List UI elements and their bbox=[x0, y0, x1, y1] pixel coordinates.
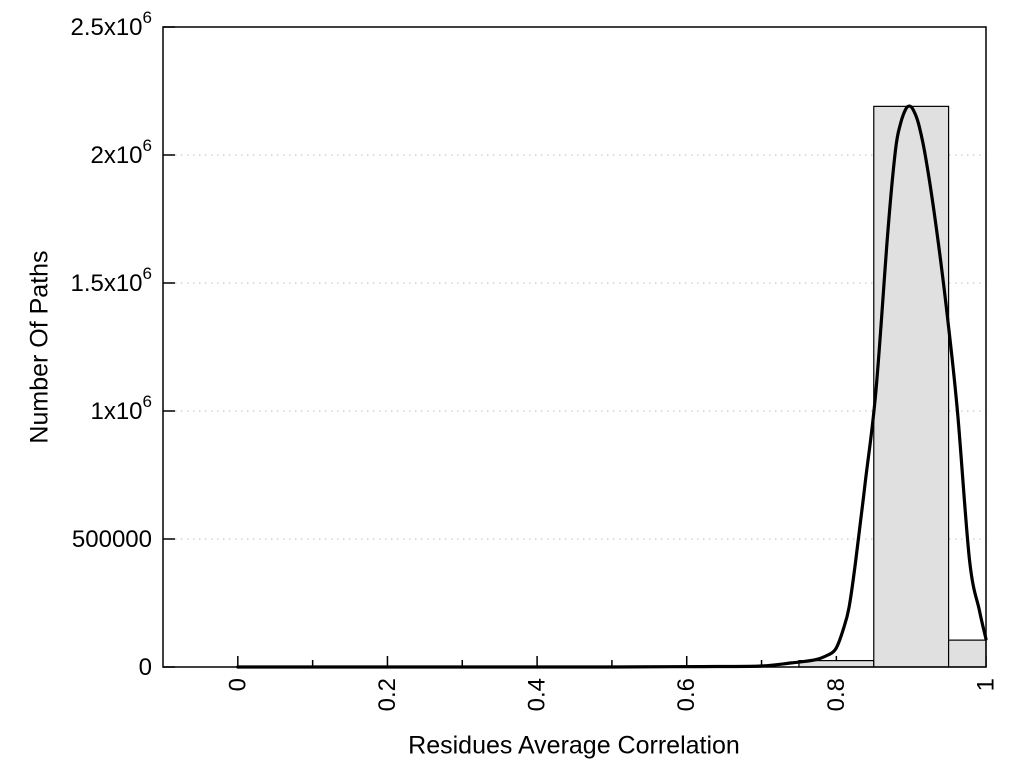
y-tick-label: 2.5x106 bbox=[70, 8, 152, 41]
histogram-bar bbox=[947, 639, 987, 668]
y-tick-label: 500000 bbox=[72, 526, 152, 553]
y-axis-title: Number Of Paths bbox=[25, 250, 54, 444]
histogram-bar bbox=[873, 105, 950, 668]
y-tick-label: 1x106 bbox=[90, 392, 152, 425]
gaussian-fit-curve bbox=[236, 104, 988, 669]
x-tick-label: 0 bbox=[224, 678, 251, 691]
x-tick-label: 0.6 bbox=[673, 678, 700, 711]
y-tick-label: 2x106 bbox=[90, 136, 152, 169]
x-axis-title: Residues Average Correlation bbox=[408, 731, 740, 760]
x-tick-label: 1 bbox=[973, 678, 1000, 691]
plot-border bbox=[162, 26, 987, 668]
x-tick-label: 0.8 bbox=[823, 678, 850, 711]
x-tick-label: 0.2 bbox=[374, 678, 401, 711]
y-tick-label: 1.5x106 bbox=[70, 264, 152, 297]
x-tick-label: 0.4 bbox=[524, 678, 551, 711]
y-tick-label: 0 bbox=[139, 654, 152, 681]
